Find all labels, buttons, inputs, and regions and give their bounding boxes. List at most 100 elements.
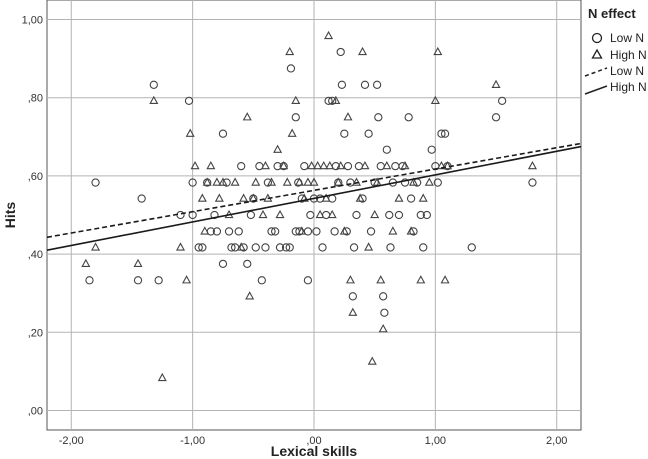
y-tick-label: ,80 xyxy=(28,93,43,105)
high-n-point xyxy=(175,242,186,251)
high-n-point xyxy=(358,46,368,56)
low-n-point xyxy=(380,308,389,317)
low-n-point xyxy=(406,194,416,203)
low-n-point xyxy=(239,243,248,252)
high-n-point xyxy=(309,177,319,186)
low-n-point xyxy=(360,80,370,89)
x-tick-label: 2,00 xyxy=(546,435,567,447)
high-n-point xyxy=(242,112,252,121)
low-n-point xyxy=(275,243,285,252)
high-n-point xyxy=(291,95,301,105)
high-n-point xyxy=(416,275,426,284)
legend: N effect Low N High N Low N High N xyxy=(584,6,647,95)
low-n-point xyxy=(227,243,236,252)
low-n-point xyxy=(336,47,345,57)
low-n-point xyxy=(85,276,94,285)
low-n-point xyxy=(285,243,294,252)
high-n-point xyxy=(206,160,216,170)
high-n-point xyxy=(372,177,382,186)
high-n-point xyxy=(200,226,210,235)
low-n-point xyxy=(382,145,391,154)
low-n-point xyxy=(404,113,413,122)
high-n-point xyxy=(266,177,277,186)
high-n-point xyxy=(91,242,101,251)
low-n-point xyxy=(358,194,367,203)
low-n-point xyxy=(234,227,243,236)
low-n-point xyxy=(528,178,537,187)
high-n-point xyxy=(400,160,410,170)
low-n-point xyxy=(210,210,219,220)
legend-label-low-n-points: Low N xyxy=(610,31,644,45)
high-n-point xyxy=(258,209,268,219)
low-n-point xyxy=(184,96,194,106)
low-n-point xyxy=(91,178,100,187)
low-n-point xyxy=(342,227,351,236)
gridlines xyxy=(47,0,581,430)
legend-circle-marker xyxy=(591,32,603,44)
high-n-point xyxy=(299,193,309,202)
high-n-point xyxy=(303,177,313,186)
low-n-point xyxy=(324,96,333,106)
low-n-point xyxy=(263,178,273,187)
y-tick-label: ,20 xyxy=(28,327,43,339)
high-n-point xyxy=(331,95,341,105)
high-n-point xyxy=(424,177,434,186)
legend-label-high-n-points: High N xyxy=(610,48,647,62)
high-n-point xyxy=(285,46,295,56)
high-n-point xyxy=(378,323,388,333)
low-n-point xyxy=(422,210,432,220)
high-n-point xyxy=(251,177,261,186)
data-points xyxy=(81,30,537,382)
low-n-point xyxy=(419,243,428,252)
low-n-point xyxy=(348,292,357,301)
low-n-point xyxy=(149,80,158,89)
x-tick-label: -2,00 xyxy=(59,435,84,447)
legend-title: N effect xyxy=(588,6,636,21)
low-n-point xyxy=(198,243,207,252)
low-n-point xyxy=(374,113,383,122)
high-n-point xyxy=(202,177,212,186)
high-n-point xyxy=(282,177,292,186)
low-n-point xyxy=(398,161,407,171)
low-n-point xyxy=(218,259,228,269)
y-tick-label: ,00 xyxy=(28,405,43,417)
low-n-point xyxy=(318,243,327,252)
low-n-point xyxy=(224,227,234,236)
legend-label-high-n-line: High N xyxy=(610,80,647,94)
high-n-point xyxy=(418,193,428,202)
low-n-point xyxy=(133,276,143,285)
low-n-point xyxy=(386,243,395,252)
high-n-point xyxy=(325,160,335,170)
low-n-point xyxy=(372,80,382,89)
low-n-point xyxy=(297,194,307,203)
high-n-point xyxy=(394,193,404,202)
high-n-point xyxy=(313,160,323,170)
high-n-point xyxy=(214,193,224,202)
high-n-point xyxy=(149,95,159,105)
high-n-point xyxy=(430,95,440,105)
y-tick-labels: ,00 ,20 ,40 ,60 ,80 1,00 xyxy=(22,15,43,418)
low-n-point xyxy=(194,243,203,252)
high-n-point xyxy=(157,372,167,382)
low-n-point xyxy=(251,243,260,252)
high-n-point xyxy=(327,209,337,219)
fit-lines xyxy=(46,142,582,251)
high-n-fit-line xyxy=(46,145,582,251)
low-n-point xyxy=(440,129,450,138)
low-n-point xyxy=(286,64,296,73)
high-n-point xyxy=(491,79,501,88)
low-n-point xyxy=(349,243,359,252)
high-n-point xyxy=(218,177,228,186)
high-n-point xyxy=(260,160,270,170)
low-n-point xyxy=(400,178,410,187)
low-n-point xyxy=(497,96,507,106)
low-n-point xyxy=(188,178,197,187)
high-n-point xyxy=(321,193,331,202)
high-n-point xyxy=(190,160,200,170)
y-tick-label: ,40 xyxy=(28,249,43,261)
high-n-point xyxy=(236,242,246,251)
low-n-point xyxy=(306,210,315,220)
high-n-point xyxy=(388,226,398,235)
high-n-point xyxy=(382,160,392,170)
